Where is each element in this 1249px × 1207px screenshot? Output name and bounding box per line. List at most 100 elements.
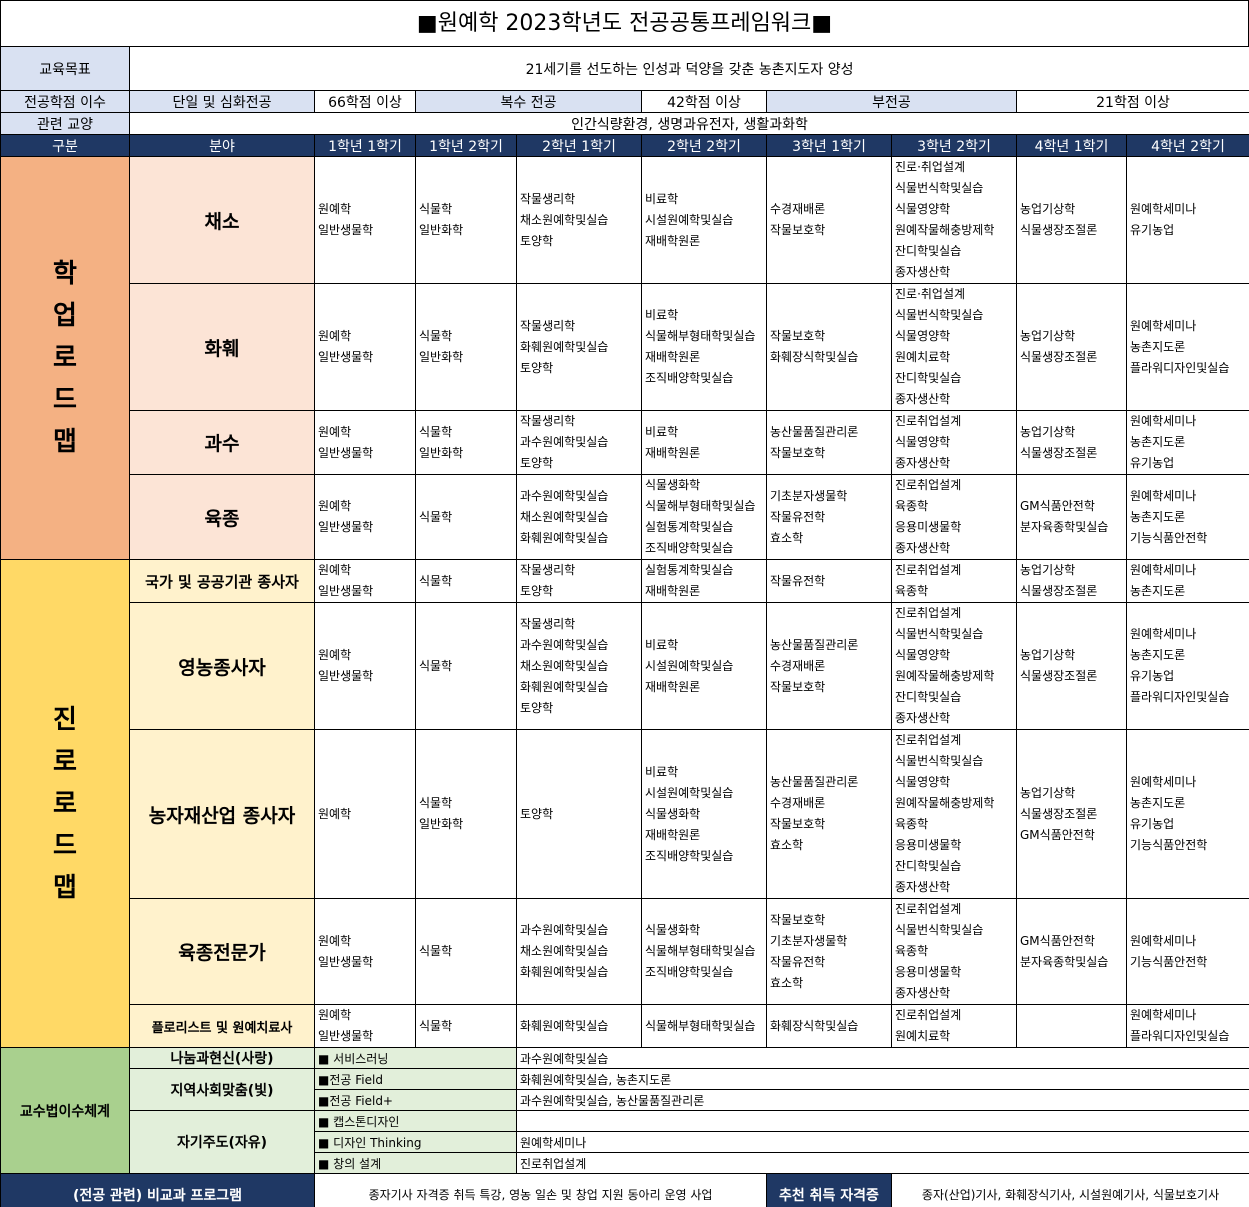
course-name: 식물생화학	[645, 923, 701, 937]
table-row: 과수 원예학 일반생물학 식물학 일반화학 작물생리학 과수원예학및실습 토양학 비료학 재배학원…	[1, 410, 1249, 475]
header-cell: 1학년 2학기	[415, 134, 517, 157]
course-name: 진로취업설계	[895, 902, 962, 916]
course-cell: 원예학 일반생물학	[314, 156, 416, 284]
course-name: 플라워디자인및실습	[1130, 1029, 1230, 1043]
course-cell: 식물생화학 식물해부형태학및실습 조직배양학및실습	[641, 898, 767, 1005]
course-name: 유기농업	[1130, 456, 1175, 470]
course-name: 농산물품질관리론	[770, 637, 859, 652]
course-name: 식물번식학및실습	[895, 181, 984, 195]
course-name: 잔디학및실습	[895, 371, 962, 385]
course-name: 진로취업설계	[895, 606, 962, 620]
course-cell: 작물생리학 화훼원예학및실습 토양학	[516, 283, 642, 411]
course-name: 플라워디자인및실습	[1130, 690, 1230, 704]
course-name: 종자생산학	[895, 541, 951, 555]
course-name: 원예학	[318, 648, 352, 662]
course-name: 식물번식학및실습	[895, 923, 984, 937]
course-name: 효소학	[770, 975, 804, 990]
cert-value: 종자(산업)기사, 화훼장식기사, 시설원예기사, 식물보호기사	[890, 1173, 1249, 1207]
course-cell: 원예학 일반생물학	[314, 559, 416, 603]
teaching-row: 교수법이수체계 나눔과현신(사랑) ■ 서비스러닝 과수원예학및실습	[0, 1047, 1249, 1174]
course-name: 과수원예학및실습	[520, 923, 609, 937]
course-name: 식물생장조절론	[1020, 350, 1098, 364]
course-name: 식물번식학및실습	[895, 308, 984, 322]
course-cell: 과수원예학및실습 채소원예학및실습 화훼원예학및실습	[516, 474, 642, 560]
course-name: 식물학	[419, 658, 453, 673]
course-name: 일반화학	[419, 445, 464, 460]
course-cell: 작물보호학 화훼장식학및실습	[766, 283, 892, 411]
course-cell: 농업기상학 식물생장조절론	[1016, 156, 1127, 284]
course-name: 원예학	[318, 499, 352, 513]
course-name: 토양학	[520, 584, 554, 598]
course-name: 종자생산학	[895, 986, 951, 1000]
course-cell: 원예학 일반생물학	[314, 1004, 416, 1048]
course-cell: 진로취업설계 식물번식학및실습 식물영양학 원예작물해충방제학 잔디학및실습 종자생산학	[891, 602, 1017, 730]
table-row: 화훼 원예학 일반생물학 식물학 일반화학 작물생리학 화훼원예학및실습 토양학 비료학 식물해부…	[1, 283, 1249, 411]
course-name: 유기농업	[1130, 223, 1175, 237]
course-cell: 원예학세미나 농촌지도론	[1125, 559, 1249, 603]
course-name: 잔디학및실습	[895, 690, 962, 704]
course-name: 실험통계학및실습	[645, 520, 734, 534]
teaching-program: ■ 캡스톤디자인	[314, 1110, 517, 1132]
course-name: 원예학	[318, 329, 352, 343]
teaching-category: 자기주도(자유)	[129, 1110, 315, 1174]
course-name: 재배학원론	[645, 827, 701, 842]
course-name: 농업기상학	[1020, 202, 1076, 216]
course-name: 작물유전학	[770, 509, 826, 524]
course-name: 원예학세미나	[1130, 414, 1197, 428]
course-name: 농촌지도론	[1130, 339, 1186, 354]
course-name: 식물번식학및실습	[895, 754, 984, 768]
course-name: 실험통계학및실습	[645, 563, 734, 577]
course-name: 원예치료학	[895, 350, 951, 364]
course-cell: 작물생리학 과수원예학및실습 채소원예학및실습 화훼원예학및실습 토양학	[516, 602, 642, 730]
course-name: 토양학	[520, 456, 554, 470]
course-name: 식물영양학	[895, 202, 951, 216]
single-major-credits: 66학점 이상	[314, 90, 416, 113]
course-name: 작물유전학	[770, 573, 826, 588]
course-name: 식물번식학및실습	[895, 627, 984, 641]
course-name: 작물보호학	[770, 679, 826, 694]
course-name: 식물생장조절론	[1020, 806, 1098, 821]
course-name: GM식품안전학	[1020, 933, 1095, 948]
minor-credits: 21학점 이상	[1015, 90, 1249, 113]
course-name: 농업기상학	[1020, 785, 1076, 800]
course-name: 농촌지도론	[1130, 435, 1186, 449]
double-major: 복수 전공	[415, 90, 642, 113]
course-name: 작물보호학	[770, 445, 826, 460]
course-cell: 수경재배론 작물보호학	[766, 156, 892, 284]
course-name: 식물학	[419, 202, 453, 216]
course-name: 일반화학	[419, 817, 464, 831]
course-cell: 원예학세미나 유기농업	[1125, 156, 1249, 284]
course-name: 기초분자생물학	[770, 488, 848, 503]
course-cell: 토양학	[516, 729, 642, 899]
course-name: 원예학	[318, 424, 352, 439]
course-name: 작물보호학	[770, 912, 826, 927]
course-name: 재배학원론	[645, 350, 701, 364]
teaching-category: 지역사회맞춤(빛)	[129, 1068, 315, 1111]
page-title: ■원예학 2023학년도 전공공통프레임워크■	[0, 0, 1249, 46]
course-name: 진로취업설계	[895, 478, 962, 492]
footer-row: (전공 관련) 비교과 프로그램 종자기사 자격증 취득 특강, 영농 일손 및 …	[0, 1173, 1249, 1207]
teaching-courses	[515, 1110, 1249, 1132]
course-cell: 과수원예학및실습 채소원예학및실습 화훼원예학및실습	[516, 898, 642, 1005]
course-cell: 작물생리학 과수원예학및실습 토양학	[516, 410, 642, 475]
course-name: 식물생화학	[645, 806, 701, 821]
course-cell: 비료학 시설원예학및실습 재배학원론	[641, 602, 767, 730]
course-cell: 작물생리학 채소원예학및실습 토양학	[516, 156, 642, 284]
course-name: 채소원예학및실습	[520, 509, 609, 524]
course-name: 원예학세미나	[1130, 563, 1197, 577]
course-name: 조직배양학및실습	[645, 371, 734, 385]
course-name: 농산물품질관리론	[770, 424, 859, 439]
course-name: 일반화학	[419, 350, 464, 364]
course-name: 식물생화학	[645, 478, 701, 492]
course-name: 기초분자생물학	[770, 933, 848, 948]
table-row: 육종 원예학 일반생물학 식물학 과수원예학및실습 채소원예학및실습 화훼원예학및실습 식물생…	[1, 474, 1249, 560]
liberal-value: 인간식량환경, 생명과유전자, 생활과화학	[128, 112, 1249, 135]
header-cell: 4학년 1학기	[1016, 134, 1127, 157]
course-cell: 농업기상학 식물생장조절론	[1016, 410, 1127, 475]
header-cell: 구분	[0, 134, 130, 157]
course-name: 잔디학및실습	[895, 244, 962, 258]
course-name: 원예학세미나	[1130, 488, 1197, 503]
field-label: 농자재산업 종사자	[129, 729, 315, 899]
teaching-row: ■전공 Field+ 과수원예학및실습, 농산물품질관리론	[1, 1089, 1249, 1111]
